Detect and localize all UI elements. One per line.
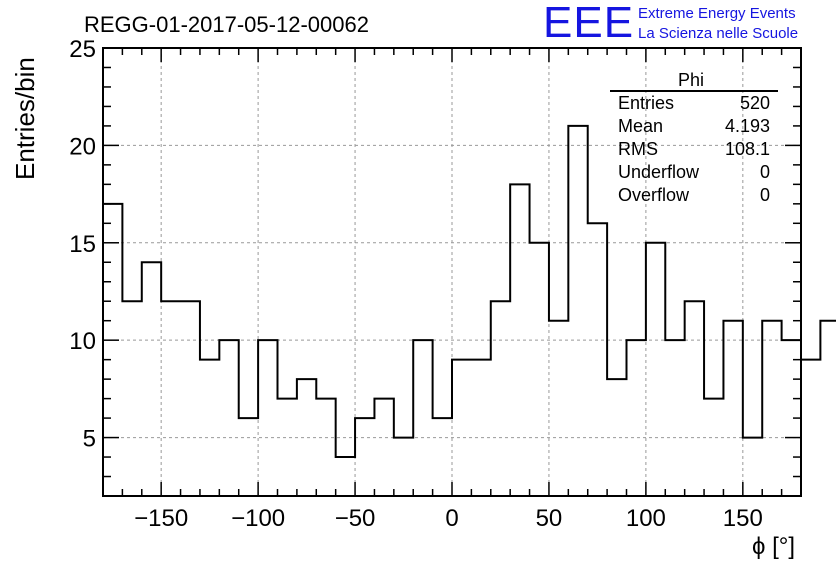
histogram-bin	[258, 340, 277, 496]
histogram-bin	[394, 438, 413, 496]
y-tick-label: 5	[83, 426, 96, 453]
histogram-bin	[219, 340, 238, 496]
x-tick-label: 50	[536, 505, 563, 532]
histogram-bin	[685, 301, 704, 496]
histogram-bin	[568, 126, 587, 496]
histogram-bin	[510, 184, 529, 496]
y-tick-label: 20	[69, 133, 96, 160]
stats-value-underflow: 0	[759, 162, 770, 182]
x-axis-label: ϕ [°]	[752, 533, 796, 560]
stats-label-underflow: Underflow	[618, 162, 700, 182]
histogram-bin	[103, 204, 122, 496]
histogram-bin	[452, 360, 471, 496]
histogram-bin	[278, 399, 297, 496]
histogram-bin	[743, 438, 762, 496]
stats-label-rms: RMS	[618, 139, 658, 159]
x-tick-label: 150	[723, 505, 763, 532]
histogram-bin	[646, 243, 665, 496]
histogram-bin	[801, 360, 820, 496]
histogram-bin	[181, 301, 200, 496]
x-tick-label: 0	[445, 505, 458, 532]
stats-title: Phi	[678, 70, 705, 90]
x-tick-label: −100	[231, 505, 285, 532]
stats-label-entries: Entries	[618, 93, 675, 113]
histogram-bin	[297, 379, 316, 496]
logo-line-1: Extreme Energy Events	[638, 5, 796, 22]
run-title: REGG-01-2017-05-12-00062	[84, 12, 369, 37]
x-tick-label: −50	[335, 505, 376, 532]
histogram-bin	[820, 321, 836, 496]
histogram-bin	[142, 262, 161, 496]
x-tick-label: −150	[134, 505, 188, 532]
stats-value-mean: 4.193	[724, 116, 770, 136]
histogram-bin	[530, 243, 549, 496]
histogram-bin	[316, 399, 335, 496]
histogram-bin	[491, 301, 510, 496]
histogram-bin	[161, 301, 180, 496]
y-axis-label: Entries/bin	[10, 57, 40, 180]
stats-value-entries: 520	[739, 93, 770, 113]
stats-label-mean: Mean	[618, 116, 664, 136]
histogram-bin	[200, 360, 219, 496]
x-tick-label: 100	[626, 505, 666, 532]
stats-label-overflow: Overflow	[618, 185, 690, 205]
histogram-bin	[355, 418, 374, 496]
histogram-bin	[627, 340, 646, 496]
histogram-bin	[762, 321, 781, 496]
histogram-outline	[102, 124, 836, 496]
histogram-bin	[588, 223, 607, 496]
histogram-bin	[433, 418, 452, 496]
y-tick-label: 15	[69, 231, 96, 258]
histogram-bin	[336, 457, 355, 496]
histogram-bin	[413, 340, 432, 496]
histogram-bin	[239, 418, 258, 496]
y-tick-label: 10	[69, 328, 96, 355]
histogram-bin	[723, 321, 742, 496]
histogram-bin	[471, 360, 490, 496]
stats-value-rms: 108.1	[724, 139, 770, 159]
histogram-bin	[607, 379, 626, 496]
y-tick-label: 25	[69, 36, 96, 63]
histogram-bin	[665, 340, 684, 496]
histogram-bin	[122, 301, 141, 496]
histogram-bin	[704, 399, 723, 496]
stats-value-overflow: 0	[759, 185, 770, 205]
logo-line-2: La Scienza nelle Scuole	[638, 25, 799, 42]
eee-logo-mark: EEE	[543, 0, 635, 47]
histogram-bin	[374, 399, 393, 496]
histogram-bin	[549, 321, 568, 496]
